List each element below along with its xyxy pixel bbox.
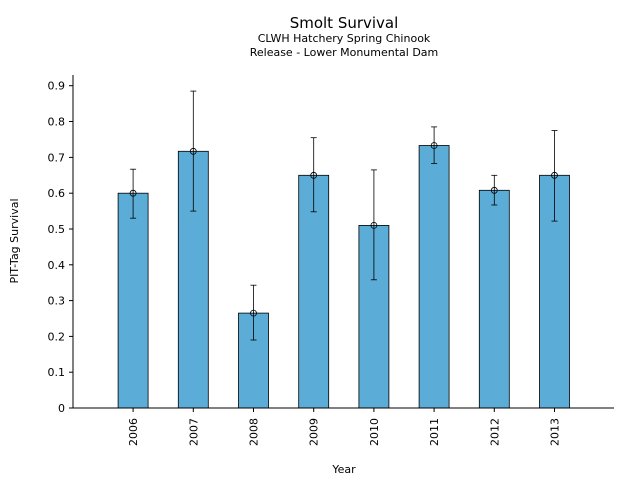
x-tick-label-2008: 2008 — [248, 418, 261, 446]
bar-2006 — [117, 192, 149, 409]
y-tick-label-0.8: 0.8 — [48, 116, 66, 129]
x-tick-label-2010: 2010 — [368, 418, 381, 446]
y-tick-label-0.1: 0.1 — [48, 366, 66, 379]
y-axis-label: PIT-Tag Survival — [8, 198, 21, 283]
y-tick-label-0.9: 0.9 — [48, 80, 66, 93]
y-tick-label-0.5: 0.5 — [48, 223, 66, 236]
x-tick-label-2011: 2011 — [428, 418, 441, 446]
chart-subtitle-line-1: CLWH Hatchery Spring Chinook — [258, 32, 431, 45]
y-tick-label-0.7: 0.7 — [48, 151, 66, 164]
point-marker-2009 — [310, 171, 318, 179]
y-tick-label-0.2: 0.2 — [48, 330, 66, 343]
point-marker-2010 — [370, 221, 378, 229]
y-tick-label-0.3: 0.3 — [48, 295, 66, 308]
y-tick-label-0: 0 — [58, 402, 65, 415]
x-tick-label-2012: 2012 — [488, 418, 501, 446]
chart-title: Smolt Survival — [290, 14, 399, 32]
bar-2012 — [478, 189, 510, 409]
point-marker-2008 — [250, 309, 257, 317]
point-marker-2012 — [490, 186, 498, 194]
x-tick-label-2006: 2006 — [127, 418, 140, 446]
y-tick-label-0.6: 0.6 — [48, 187, 66, 200]
plot-area: 2006 2007 2008 2009 2010 2011 2012 2013 0 0.1 0.2 0… — [48, 75, 614, 446]
bar-2011 — [418, 145, 450, 409]
point-marker-2006 — [129, 189, 137, 197]
x-axis-label: Year — [331, 463, 356, 476]
x-tick-label-2007: 2007 — [187, 418, 200, 446]
x-tick-label-2013: 2013 — [549, 418, 562, 446]
chart-subtitle-line-2: Release - Lower Monumental Dam — [250, 46, 439, 59]
point-marker-2011 — [430, 142, 438, 149]
x-tick-label-2009: 2009 — [308, 418, 321, 446]
point-marker-2013 — [551, 171, 558, 179]
y-tick-label-0.4: 0.4 — [48, 259, 66, 272]
point-marker-2007 — [189, 147, 197, 155]
